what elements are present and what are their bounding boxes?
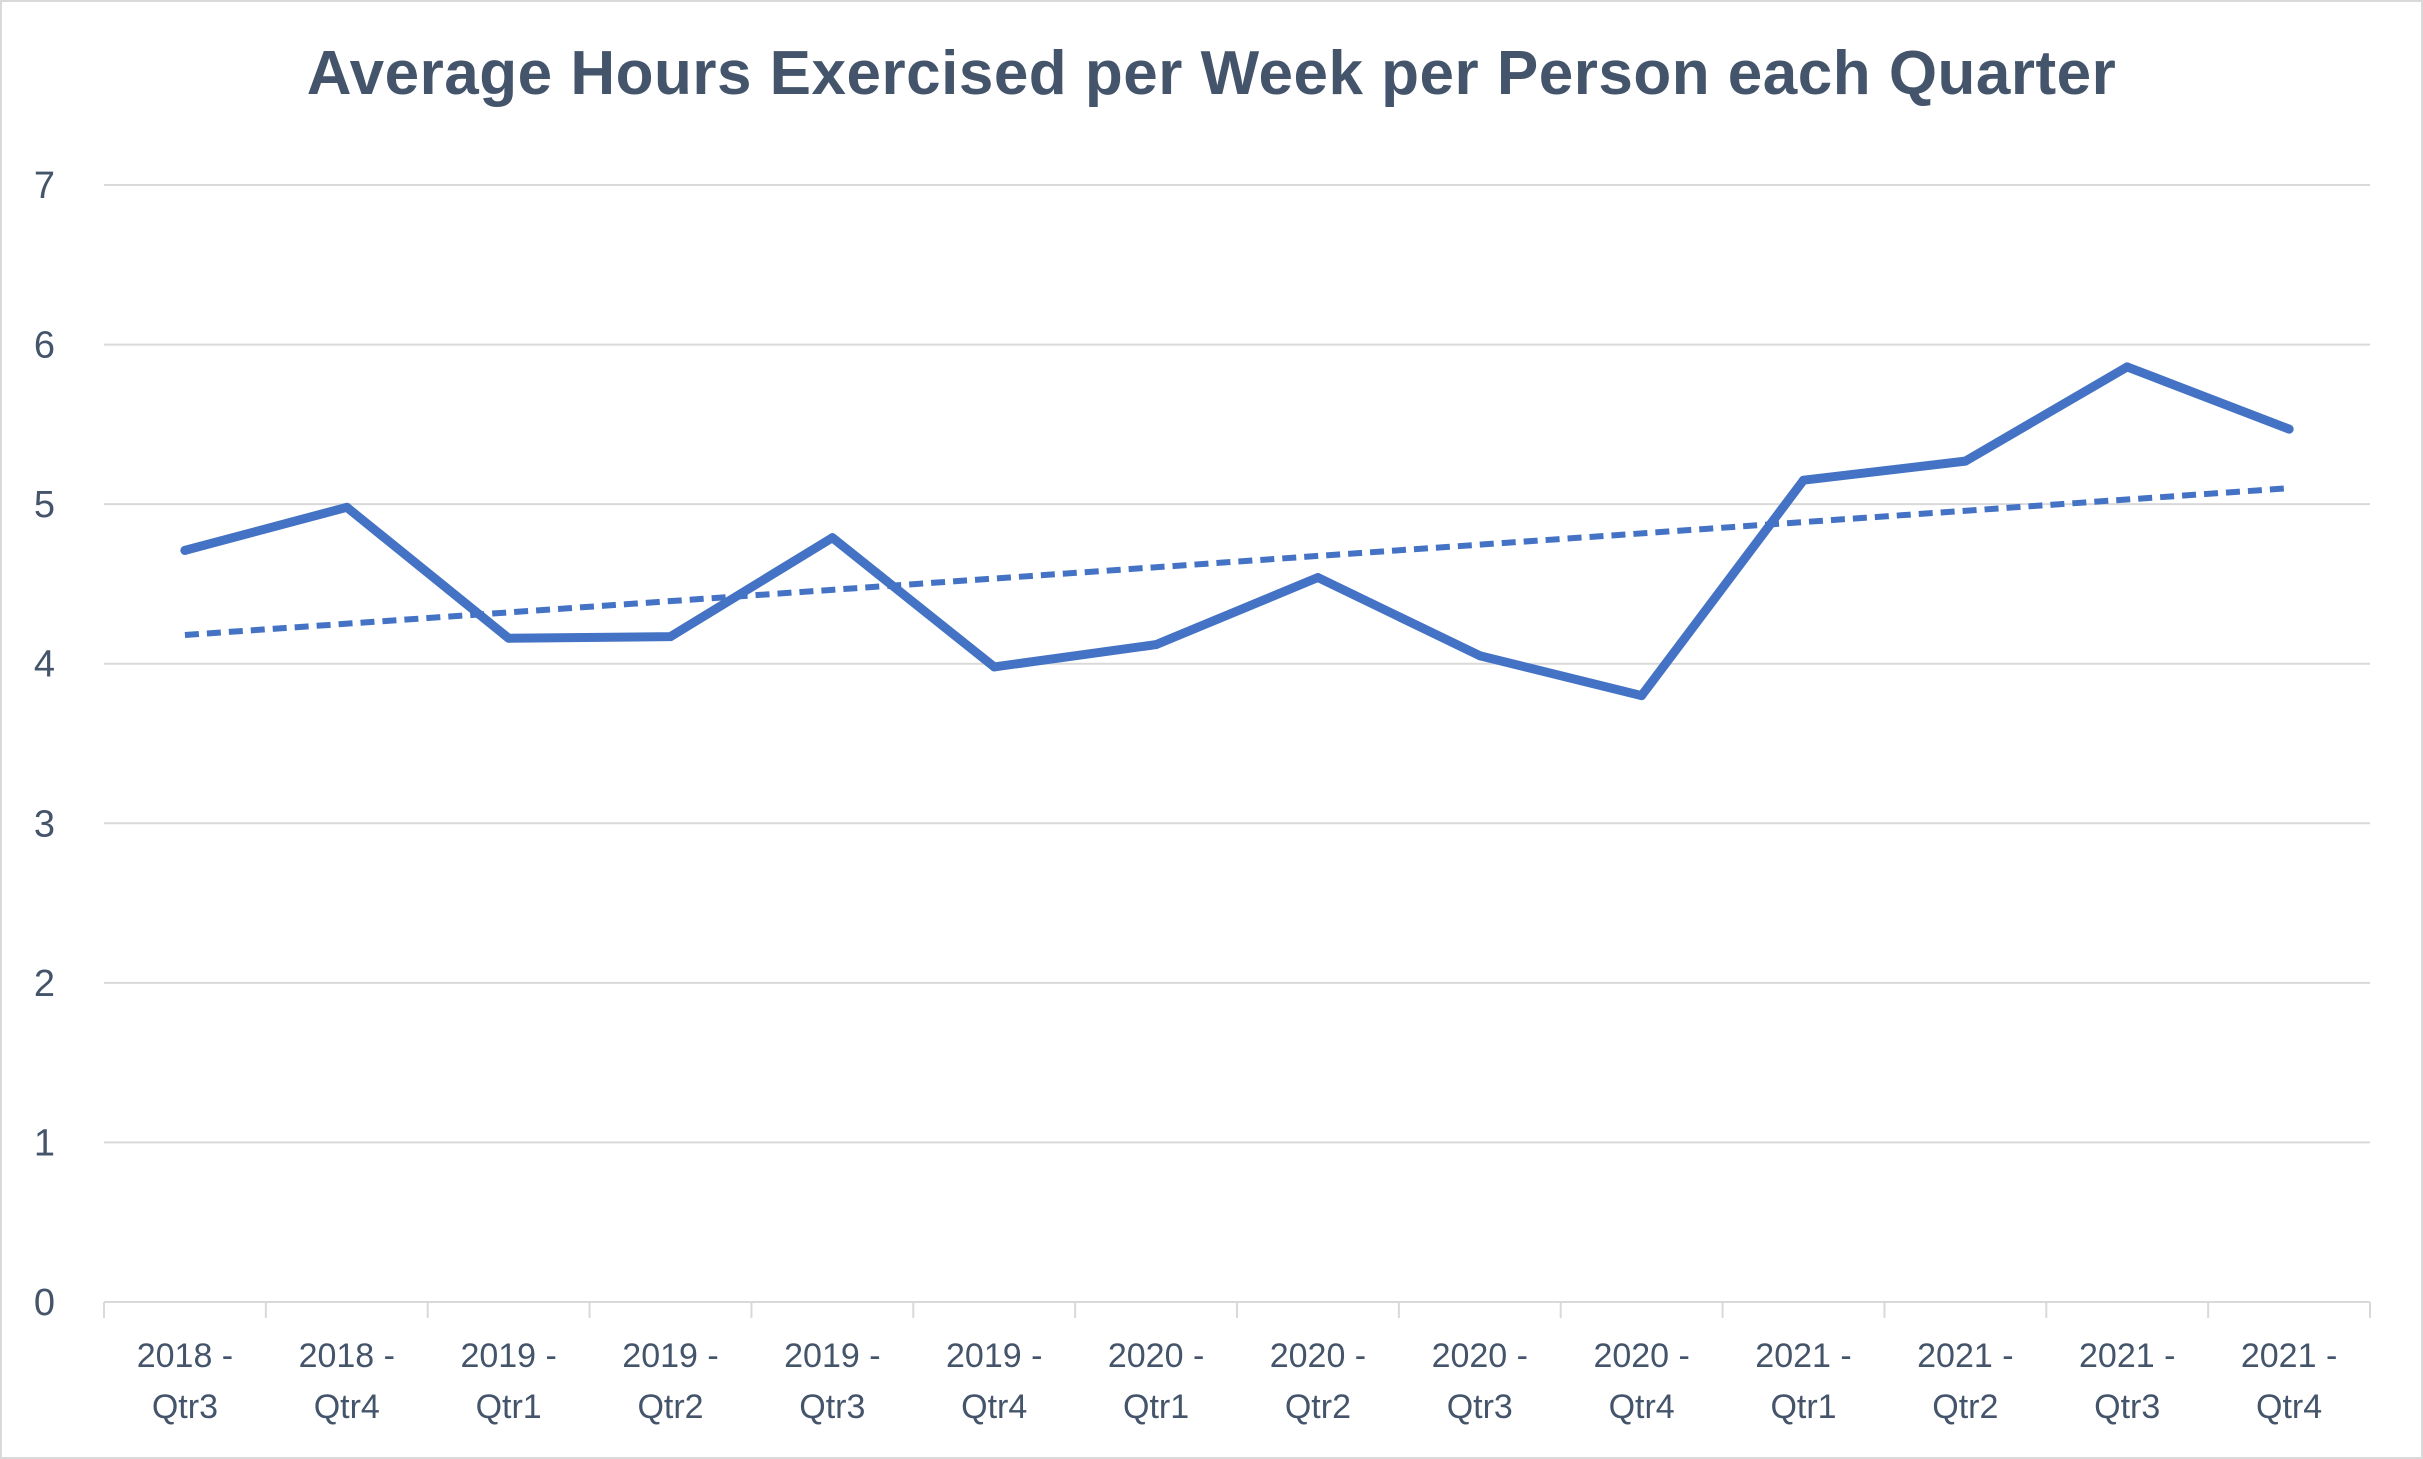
x-tick-label-quarter: Qtr2	[1285, 1388, 1351, 1426]
x-tick-label: 2019 - Qtr4	[946, 1337, 1042, 1426]
data-point	[1313, 573, 1323, 583]
data-point	[1799, 475, 1808, 485]
x-tick-label-quarter: Qtr3	[2094, 1388, 2160, 1426]
x-tick-label-quarter: Qtr4	[2256, 1388, 2322, 1426]
x-tick-label-year: 2019 -	[460, 1337, 556, 1375]
x-tick-label-year: 2020 -	[1593, 1337, 1689, 1375]
x-tick-label: 2018 - Qtr4	[299, 1337, 395, 1426]
y-tick-label: 2	[34, 963, 55, 1005]
x-tick-label-year: 2019 -	[784, 1337, 880, 1375]
x-tick-label-year: 2021 -	[2241, 1337, 2337, 1375]
data-point	[504, 633, 514, 643]
x-tick-label-year: 2020 -	[1432, 1337, 1528, 1375]
data-point	[989, 662, 999, 672]
data-point	[180, 545, 190, 555]
x-tick-label-year: 2019 -	[622, 1337, 718, 1375]
x-tick-label: 2018 - Qtr3	[137, 1337, 233, 1426]
data-point	[1637, 691, 1647, 701]
data-point	[1151, 640, 1161, 650]
x-tick-label: 2019 - Qtr3	[784, 1337, 880, 1426]
x-tick-label-quarter: Qtr4	[314, 1388, 380, 1426]
y-tick-label: 0	[34, 1282, 55, 1324]
x-tick-label-year: 2021 -	[1755, 1337, 1851, 1375]
x-tick-label-quarter: Qtr4	[961, 1388, 1027, 1426]
data-point	[2284, 424, 2294, 434]
series-line	[180, 362, 2294, 701]
gridlines	[104, 184, 2370, 1144]
x-tick-label: 2020 - Qtr2	[1270, 1337, 1366, 1426]
y-tick-label: 6	[34, 325, 55, 367]
x-tick-label-year: 2021 -	[2079, 1337, 2175, 1375]
x-tick-label: 2020 - Qtr3	[1432, 1337, 1528, 1426]
data-point	[342, 502, 352, 512]
x-tick-label: 2020 - Qtr1	[1108, 1337, 1204, 1426]
x-tick-label: 2019 - Qtr1	[460, 1337, 556, 1426]
y-tick-label: 4	[34, 644, 55, 686]
x-axis	[103, 1301, 2371, 1318]
y-tick-label: 7	[34, 165, 55, 207]
data-point	[827, 533, 837, 543]
x-tick-label-year: 2019 -	[946, 1337, 1042, 1375]
y-axis-tick-labels: 0 1 2 3 4 5 6 7	[34, 165, 55, 1324]
x-tick-label-year: 2020 -	[1108, 1337, 1204, 1375]
x-axis-tick-labels: 2018 - Qtr3 2018 - Qtr4 2019 - Qtr1 2019 - Qtr2…	[137, 1337, 2338, 1426]
x-tick-label: 2021 - Qtr1	[1755, 1337, 1851, 1426]
data-point	[1475, 651, 1485, 661]
x-tick-label-quarter: Qtr3	[799, 1388, 865, 1426]
x-tick-label-quarter: Qtr1	[1770, 1388, 1836, 1426]
data-point	[666, 632, 675, 642]
x-tick-label: 2020 - Qtr4	[1593, 1337, 1689, 1426]
series-layer	[180, 362, 2294, 701]
chart-title: Average Hours Exercised per Week per Per…	[306, 39, 2117, 108]
x-tick-label-quarter: Qtr3	[1447, 1388, 1513, 1426]
y-tick-label: 1	[34, 1122, 55, 1164]
x-tick-label-year: 2021 -	[1917, 1337, 2013, 1375]
x-tick-label: 2021 - Qtr2	[1917, 1337, 2013, 1426]
x-tick-label-year: 2018 -	[299, 1337, 395, 1375]
x-tick-label-year: 2020 -	[1270, 1337, 1366, 1375]
x-tick-label-year: 2018 -	[137, 1337, 233, 1375]
x-tick-label: 2019 - Qtr2	[622, 1337, 718, 1426]
x-tick-label: 2021 - Qtr3	[2079, 1337, 2175, 1426]
data-point	[2122, 362, 2132, 372]
y-tick-label: 3	[34, 803, 55, 845]
x-tick-label: 2021 - Qtr4	[2241, 1337, 2337, 1426]
x-tick-label-quarter: Qtr1	[1123, 1388, 1189, 1426]
data-point	[1960, 456, 1970, 466]
x-tick-label-quarter: Qtr2	[637, 1388, 703, 1426]
x-tick-label-quarter: Qtr3	[152, 1388, 218, 1426]
y-tick-label: 5	[34, 484, 55, 526]
x-tick-label-quarter: Qtr2	[1932, 1388, 1998, 1426]
x-tick-label-quarter: Qtr1	[476, 1388, 542, 1426]
x-tick-label-quarter: Qtr4	[1609, 1388, 1675, 1426]
